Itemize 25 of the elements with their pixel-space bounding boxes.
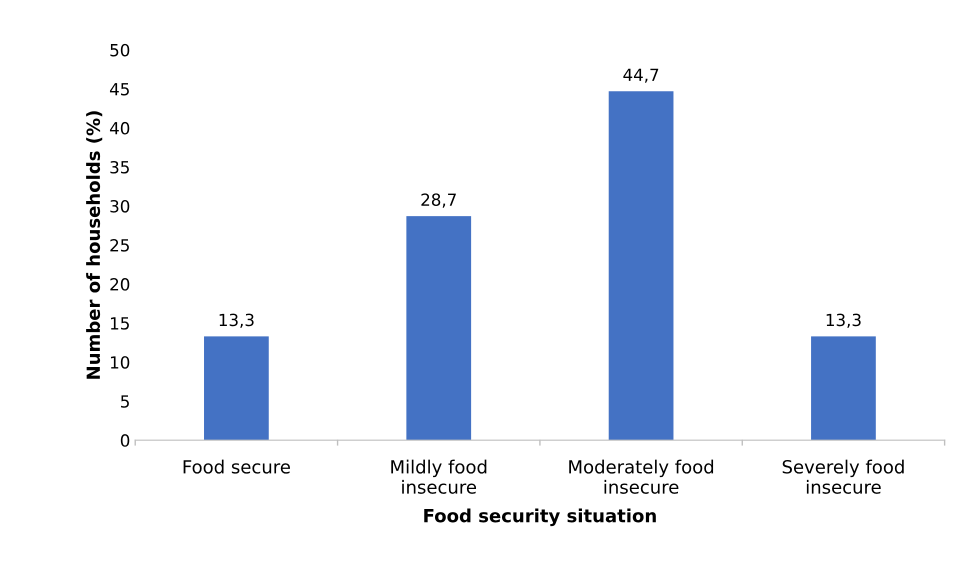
x-tick-label: Food secure <box>184 460 290 474</box>
y-tick-label: 50 <box>110 44 130 56</box>
x-axis-title: Food security situation <box>424 508 656 526</box>
data-label: 28,7 <box>421 193 456 208</box>
y-tick-label: 5 <box>121 395 129 408</box>
y-tick-label: 0 <box>120 434 130 447</box>
y-tick-label: 30 <box>110 200 130 213</box>
y-tick-label: 10 <box>110 356 130 369</box>
data-label: 13,3 <box>220 314 254 328</box>
y-tick-label: 25 <box>110 239 129 252</box>
y-tick-label: 45 <box>110 83 129 96</box>
bar <box>608 91 674 440</box>
x-tick-label: Severely food insecure <box>782 460 904 494</box>
y-tick-label: 35 <box>110 160 129 174</box>
bar <box>811 336 876 440</box>
data-label: 44,7 <box>623 68 658 83</box>
x-tick-label: Mildly food insecure <box>391 460 486 494</box>
y-tick-label: 40 <box>110 122 130 135</box>
y-axis-title: Number of households (%) <box>86 111 102 379</box>
bar <box>406 216 472 440</box>
y-tick-label: 15 <box>110 317 129 330</box>
bar <box>204 336 269 440</box>
x-tick-label: Moderately food insecure <box>569 460 714 494</box>
data-label: 13,3 <box>826 314 861 328</box>
y-tick-label: 20 <box>110 278 130 291</box>
